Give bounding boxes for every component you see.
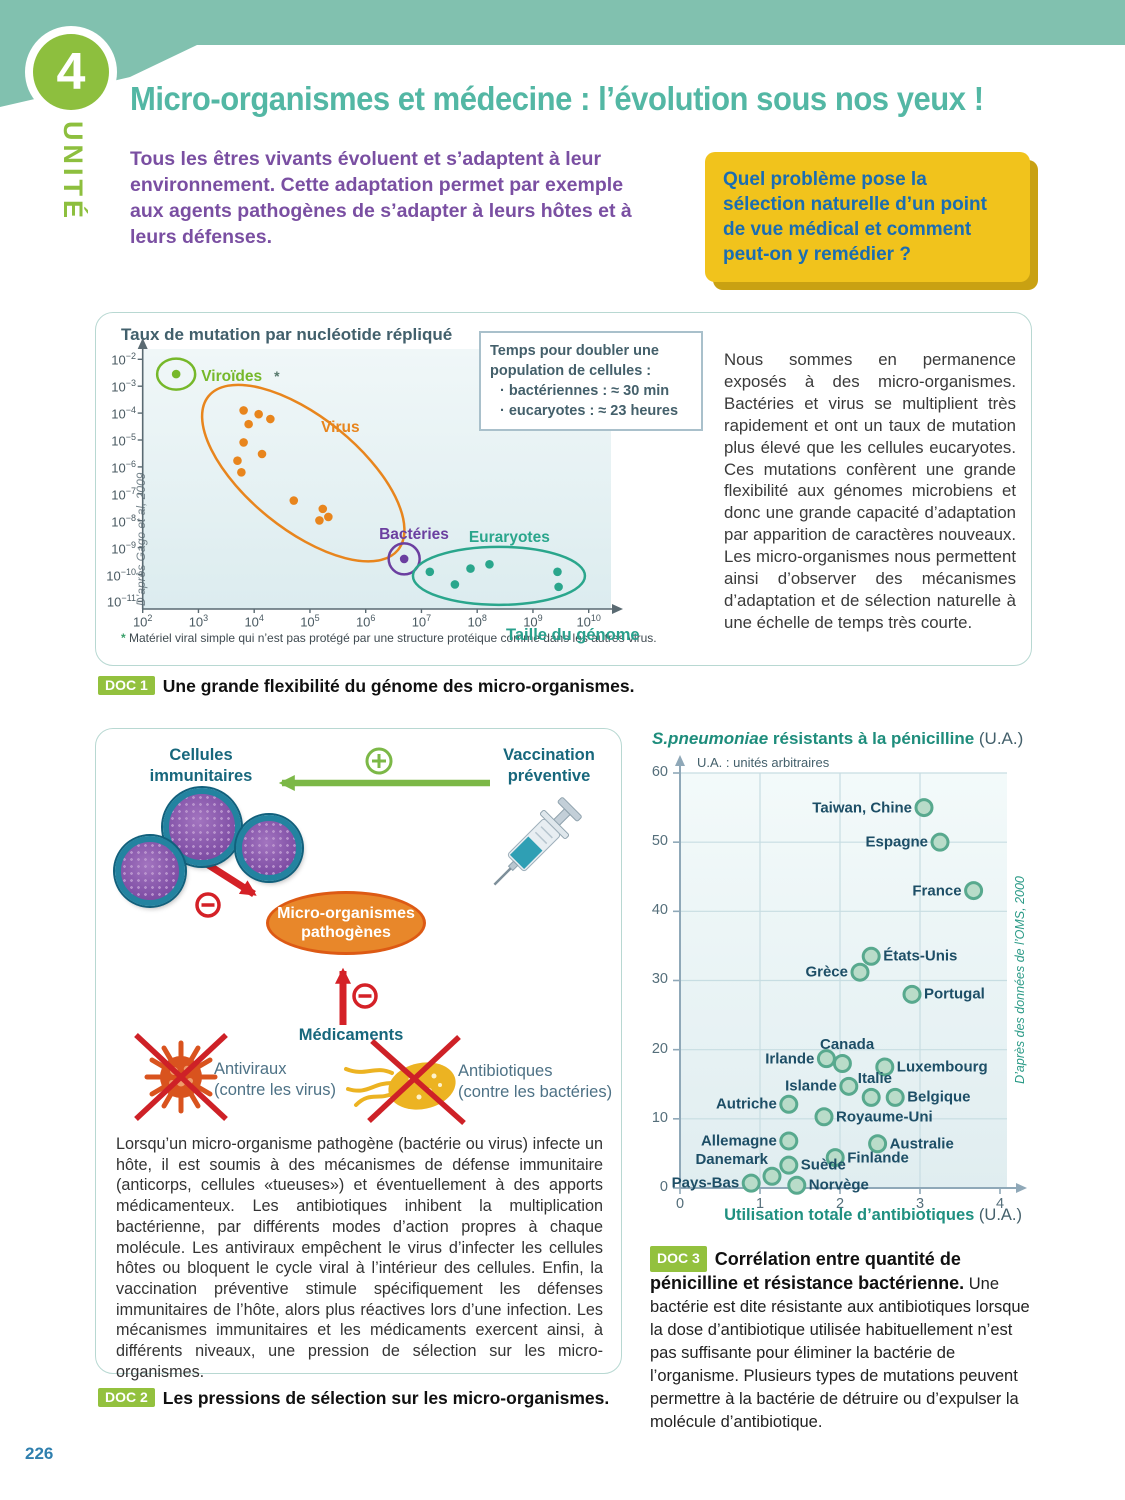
doc2-box: Cellules immunitaires Vaccination préven…: [95, 728, 622, 1381]
country-label: Espagne: [865, 833, 928, 851]
pathogens-node: Micro-organismes pathogènes: [266, 891, 426, 955]
page-title: Micro-organismes et médecine : l’évoluti…: [130, 80, 984, 117]
chart1-x-axis-title: Taille du génome: [506, 626, 640, 644]
unit-tab: UNITÉ: [47, 96, 97, 246]
cross-icon: [370, 1038, 466, 1126]
immune-cell-icon: [115, 836, 185, 906]
chart1-legend-box: Temps pour doubler une population de cell…: [479, 331, 703, 431]
country-label: France: [912, 882, 962, 900]
data-point-Allemagne: [779, 1131, 799, 1151]
chart3-credit: D’après des données de l’OMS, 2000: [1013, 876, 1027, 1084]
vaccination-label: Vaccination préventive: [503, 746, 595, 785]
data-point-Pays-Bas: [741, 1173, 761, 1193]
unit-number: 4: [33, 34, 109, 110]
doc1-badge: DOC 1: [98, 676, 155, 695]
country-label: Islande: [785, 1077, 837, 1095]
data-point-Finlande: [825, 1148, 845, 1168]
antibiotic-label: Antibiotiques (contre les bactéries): [458, 1062, 613, 1101]
data-point-Portugal: [902, 984, 922, 1004]
chart3-x-axis-title: Utilisation totale d’antibiotiques (U.A.…: [724, 1206, 1022, 1224]
country-label: États-Unis: [883, 947, 958, 965]
data-point-Islande: [839, 1076, 859, 1096]
data-point-États-Unis: [861, 946, 881, 966]
immune-cells-label: Cellules immunitaires: [149, 746, 253, 785]
country-label: Pays-Bas: [671, 1174, 740, 1192]
unit-label: UNITÉ: [57, 120, 88, 222]
doc1-caption: DOC 1 Une grande flexibilité du génome de…: [98, 676, 634, 697]
country-label: Finlande: [847, 1149, 909, 1167]
data-point-Taiwan, Chine: [914, 798, 934, 818]
bactéries-label: Bactéries: [379, 526, 449, 544]
intro-text: Tous les êtres vivants évoluent et s’ada…: [130, 148, 632, 248]
doc1-box: Taux de mutation par nucléotide répliqué…: [95, 312, 1032, 666]
doc2-paragraph: Lorsqu’un micro-organisme pathogène (bac…: [116, 1135, 603, 1381]
immune-cell-icon: [163, 788, 241, 866]
viroïdes-group-outline: [155, 357, 197, 391]
chart3-title: S.pneumoniae résistants à la pénicilline…: [652, 729, 1024, 748]
euraryotes-label: Euraryotes: [468, 529, 550, 547]
euraryotes-group-outline: [411, 545, 587, 607]
country-label: Italie: [857, 1070, 892, 1088]
country-label: Allemagne: [700, 1132, 777, 1150]
data-point-Espagne: [930, 832, 950, 852]
chart1-footnote: * Matériel viral simple qui n’est pas pr…: [121, 631, 657, 645]
data-point-Luxembourg: [875, 1057, 895, 1077]
data-point-Italie: [861, 1087, 881, 1107]
antiviral-label: Antiviraux (contre les virus): [214, 1060, 336, 1099]
country-label: Portugal: [924, 985, 985, 1003]
virus-label: Virus: [321, 419, 360, 437]
header-banner-diagonal: [0, 45, 1125, 117]
data-point-Royaume-Uni: [814, 1107, 834, 1127]
virus-icon: [134, 1032, 228, 1122]
country-label: Norvège: [808, 1176, 869, 1194]
country-label: Canada: [820, 1036, 875, 1054]
country-label: Taiwan, Chine: [812, 799, 912, 817]
country-label: Autriche: [715, 1095, 777, 1113]
data-point-Canada: [832, 1053, 852, 1073]
data-point-France: [964, 881, 984, 901]
chart1-title: Taux de mutation par nucléotide répliqué: [121, 325, 453, 344]
virus-group-outline: [200, 383, 406, 563]
country-label: Irlande: [765, 1050, 815, 1068]
question-box: Quel problème pose la sélection naturell…: [705, 152, 1030, 282]
mutation-rate-chart: Taux de mutation par nucléotide répliqué…: [96, 313, 1031, 665]
page-number: 226: [25, 1444, 54, 1463]
bactéries-group-outline: [387, 542, 421, 576]
country-label: Grèce: [805, 963, 848, 981]
country-label: Royaume-Uni: [836, 1108, 933, 1126]
country-label: Belgique: [907, 1088, 971, 1106]
viroïdes-label: Viroïdes *: [201, 367, 280, 385]
country-label: Suède: [800, 1156, 846, 1174]
medicaments-label: Médicaments: [298, 1026, 404, 1044]
doc3-badge: DOC 3: [650, 1246, 707, 1272]
footnote-asterisk: *: [121, 631, 126, 645]
data-point-Autriche: [779, 1094, 799, 1114]
data-point-Australie: [868, 1134, 888, 1154]
data-point-Norvège: [787, 1175, 807, 1195]
immune-cell-icon: [236, 815, 302, 881]
data-point-Grèce: [850, 962, 870, 982]
bacterium-icon: [344, 1034, 466, 1126]
unit-number-badge: 4: [25, 26, 117, 118]
syringe-icon: [493, 797, 582, 886]
data-point-Danemark: [762, 1166, 782, 1186]
doc2-arrows-layer: [195, 747, 490, 1025]
chart3-subtitle: U.A. : unités arbitraires: [697, 755, 830, 770]
country-label: Luxembourg: [896, 1058, 988, 1076]
data-point-Suède: [779, 1155, 799, 1175]
data-point-Belgique: [885, 1087, 905, 1107]
antibiotic-resistance-chart: 0 10 20 30 40 50 60 0 1 2 3 4 Taiwan, Chine Espagne Fr…: [640, 748, 1040, 1218]
doc2-badge: DOC 2: [98, 1388, 155, 1407]
doc1-side-text: Nous sommes en permanence exposés à des …: [724, 350, 1016, 632]
country-label: Australie: [889, 1135, 954, 1153]
doc2-caption: DOC 2 Les pressions de sélection sur les …: [98, 1388, 609, 1409]
doc3-caption: DOC 3 Corrélation entre quantité de pénic…: [650, 1246, 1042, 1434]
country-label: Danemark: [695, 1151, 768, 1169]
